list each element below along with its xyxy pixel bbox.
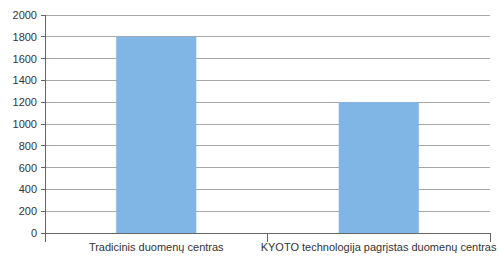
y-tick-label: 1000: [13, 118, 37, 130]
y-tick: [41, 15, 45, 16]
y-tick: [41, 233, 45, 234]
grid-line: [45, 15, 490, 16]
y-tick: [41, 145, 45, 146]
grid-line: [45, 124, 490, 125]
y-tick-label: 1600: [13, 53, 37, 65]
bar: [339, 102, 419, 233]
chart-svg: 0 200 400 600 800 1000 1200 1400 1600 1800 2000 Tra…: [0, 0, 500, 267]
y-tick-label: 1800: [13, 31, 37, 43]
y-tick-label: 600: [19, 162, 37, 174]
grid-line: [45, 145, 490, 146]
grid-line: [45, 36, 490, 37]
grid-line: [45, 189, 490, 190]
y-tick: [41, 102, 45, 103]
y-tick: [41, 211, 45, 212]
y-tick: [41, 58, 45, 59]
y-tick-label: 1200: [13, 96, 37, 108]
grid-line: [45, 167, 490, 168]
bars: [116, 37, 419, 233]
y-tick: [41, 36, 45, 37]
y-tick-label: 2000: [13, 9, 37, 21]
y-tick: [41, 167, 45, 168]
y-tick-label: 1400: [13, 74, 37, 86]
y-tick: [41, 189, 45, 190]
y-tick-label: 800: [19, 140, 37, 152]
grid-line: [45, 58, 490, 59]
x-tick-label: KYOTO technologija pagrįstas duomenų cen…: [261, 241, 497, 253]
x-tick-label: Tradicinis duomenų centras: [89, 241, 224, 253]
y-tick-label: 0: [31, 227, 37, 239]
grid-line: [45, 80, 490, 81]
y-tick: [41, 80, 45, 81]
y-tick: [41, 124, 45, 125]
category-separator: [45, 233, 46, 242]
y-tick-label: 200: [19, 205, 37, 217]
y-tick-label: 400: [19, 183, 37, 195]
grid-line: [45, 102, 490, 103]
y-axis-line: [45, 15, 46, 233]
bar: [116, 37, 196, 233]
chart-container: 0 200 400 600 800 1000 1200 1400 1600 1800 2000 Tra…: [0, 0, 500, 267]
grid-line: [45, 211, 490, 212]
